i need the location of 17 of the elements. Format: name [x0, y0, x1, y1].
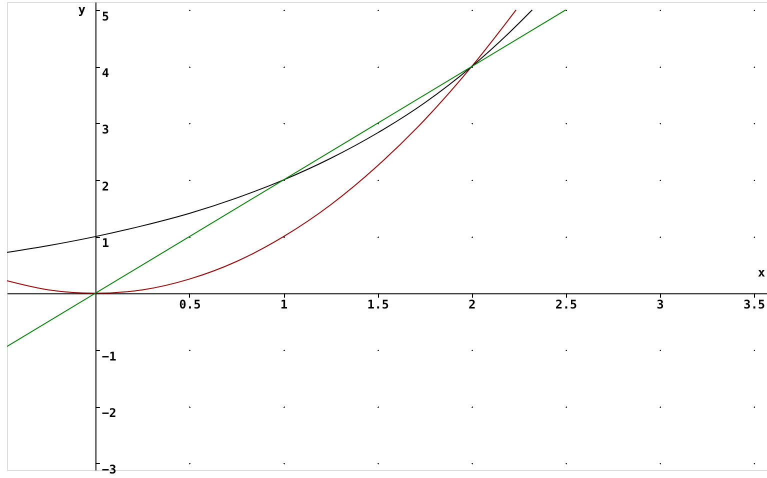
x-tick-label: 3 — [656, 298, 664, 312]
x-tick-label: 2 — [468, 298, 476, 312]
y-tick-label: 1 — [102, 236, 110, 250]
x-tick-label: 3.5 — [743, 298, 766, 312]
x-tick-label: 1.5 — [367, 298, 389, 312]
y-axis-title: y — [78, 2, 86, 16]
x-tick-label: 0.5 — [179, 298, 201, 312]
y-tick-label: −1 — [102, 349, 116, 364]
y-tick-label: 5 — [102, 9, 110, 24]
y-tick-label: 4 — [102, 66, 110, 80]
x-tick-label: 1 — [280, 298, 288, 312]
y-tick-label: 3 — [102, 122, 110, 137]
x-axis-title: x — [758, 266, 766, 280]
y-tick-label: 2 — [102, 179, 110, 194]
y-tick-label: −2 — [102, 406, 116, 420]
x-tick-label: 2.5 — [555, 298, 578, 312]
y-tick-label: −3 — [102, 462, 116, 477]
